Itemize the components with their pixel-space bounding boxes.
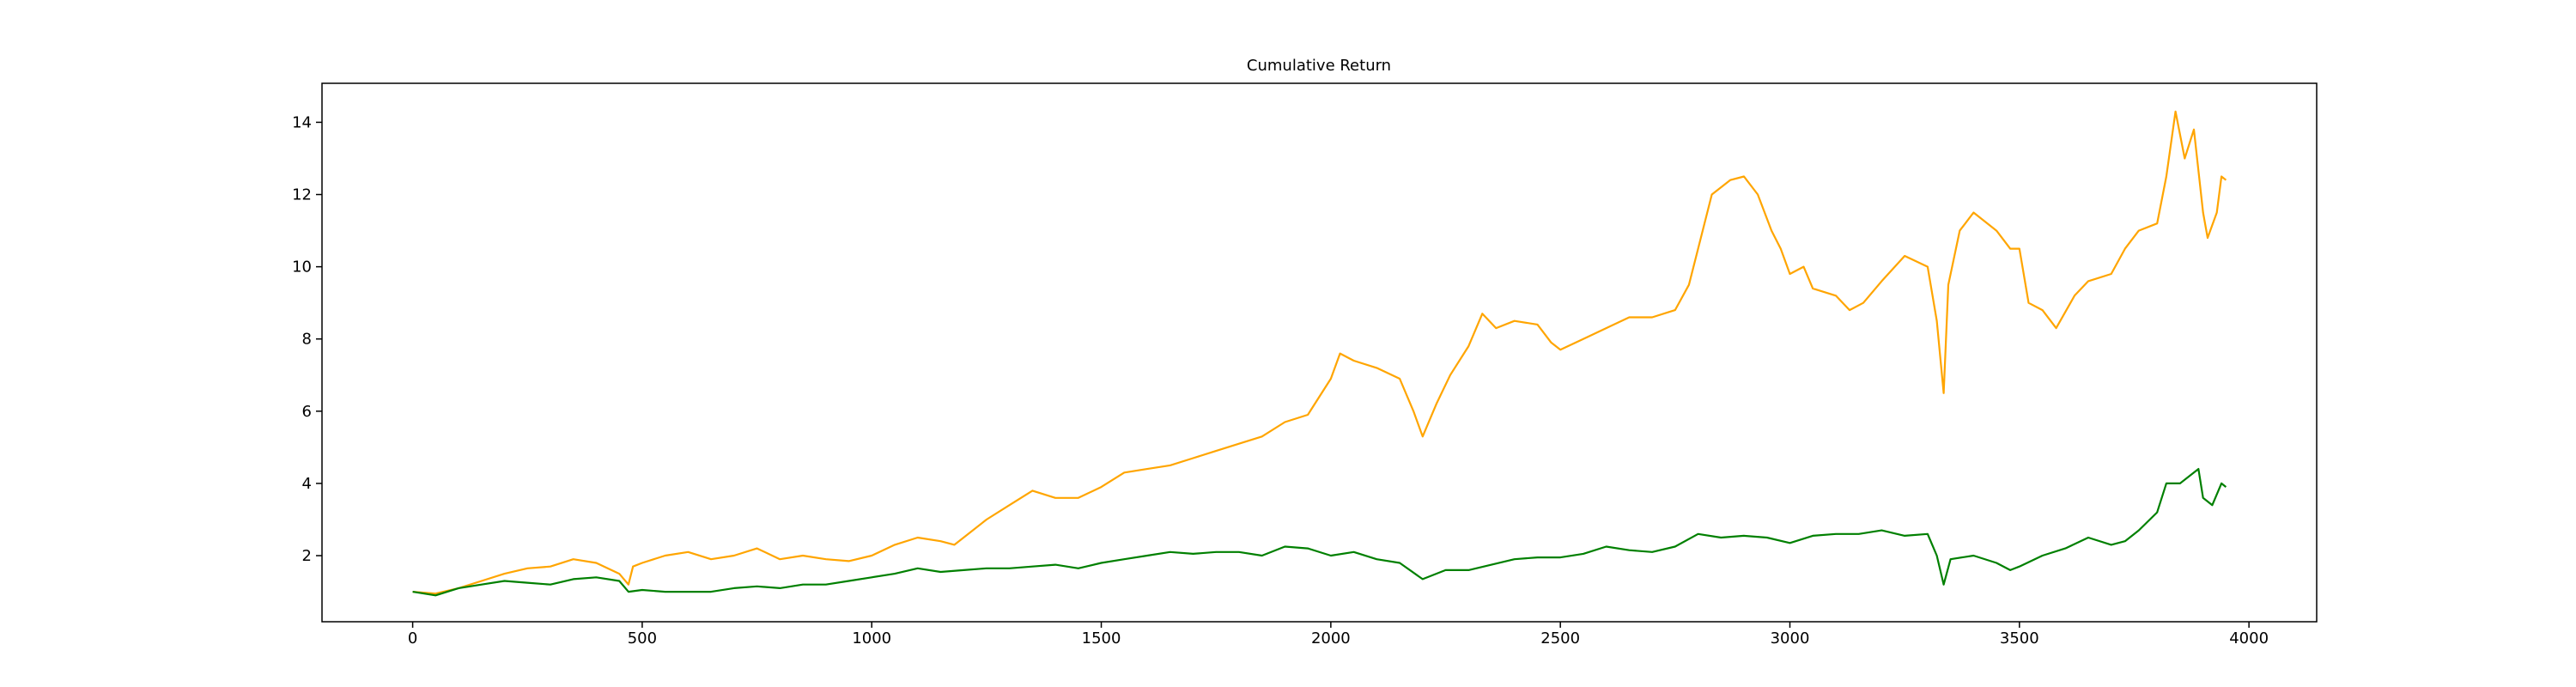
x-tick-label: 2500 — [1540, 629, 1580, 647]
line — [412, 468, 2227, 597]
y-tick-label: 8 — [302, 331, 312, 349]
y-tick-label: 14 — [292, 113, 312, 131]
x-tick-label: 1500 — [1082, 629, 1121, 647]
chart-title: Cumulative Return — [1247, 57, 1391, 75]
y-tick-label: 10 — [292, 258, 312, 277]
y-tick-label: 12 — [292, 186, 312, 204]
y-tick-label: 6 — [302, 403, 312, 421]
line — [412, 110, 2227, 595]
plot-frame — [321, 82, 2318, 623]
x-tick-label: 3500 — [2000, 629, 2039, 647]
y-tick-label: 2 — [302, 547, 312, 565]
x-tick-label: 1000 — [852, 629, 891, 647]
x-tick-label: 0 — [408, 629, 417, 647]
x-tick-label: 3000 — [1771, 629, 1810, 647]
y-tick-label: 4 — [302, 475, 312, 493]
x-tick-label: 4000 — [2229, 629, 2269, 647]
x-tick-label: 2000 — [1311, 629, 1351, 647]
x-tick-label: 500 — [628, 629, 657, 647]
